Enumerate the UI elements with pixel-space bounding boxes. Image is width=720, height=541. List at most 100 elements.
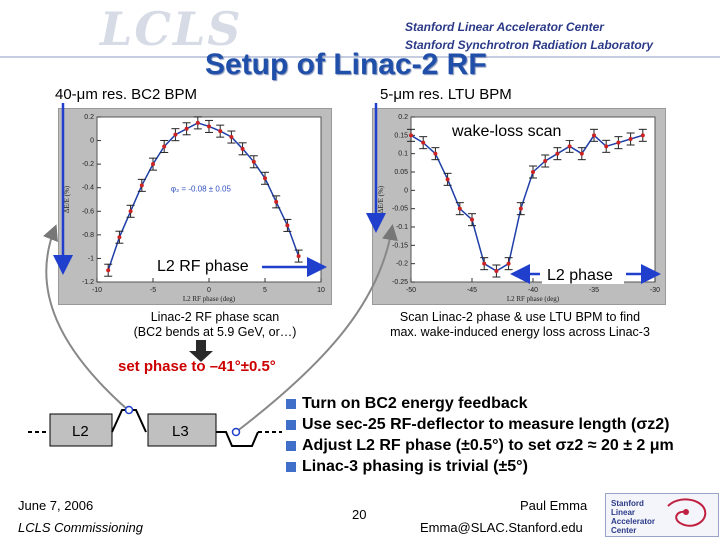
bc2-phase-scan-plot: -10 -5 0 5 10 0.2 0 -0.2 -0.4 -0.6 -0.8 -1 -1.2 L2 RF… bbox=[58, 108, 332, 305]
svg-text:Stanford: Stanford bbox=[611, 499, 644, 508]
page-number: 20 bbox=[352, 507, 367, 522]
l2-box bbox=[49, 413, 113, 447]
data-point bbox=[445, 177, 450, 182]
y-tick-label: -1 bbox=[88, 255, 94, 262]
l3-label: L3 bbox=[172, 423, 189, 440]
l3-box bbox=[147, 413, 217, 447]
data-point bbox=[218, 129, 223, 134]
svg-text:Accelerator: Accelerator bbox=[611, 517, 655, 526]
left-caption-line-2: (BC2 bends at 5.9 GeV, or…) bbox=[133, 325, 297, 339]
dogleg bbox=[216, 431, 259, 447]
fit-result-label: φ₂ = -0.08 ± 0.05 bbox=[171, 184, 232, 193]
data-point bbox=[543, 159, 548, 163]
data-point bbox=[274, 199, 279, 204]
data-point bbox=[433, 151, 438, 156]
slac-logo: Stanford Linear Accelerator Center bbox=[605, 493, 719, 537]
data-point bbox=[409, 133, 413, 138]
set-phase-arrow-shaft bbox=[196, 340, 206, 352]
y-tick-label: -0.1 bbox=[396, 224, 408, 231]
x-tick-label: -40 bbox=[528, 287, 538, 294]
bullet-item: Turn on BC2 energy feedback bbox=[286, 394, 718, 415]
wake-loss-scan-plot: -50 -45 -40 -35 -30 0.2 0.15 0.1 0.05 0 -0.05 -0.1 -… bbox=[372, 108, 666, 305]
left-caption: Linac-2 RF phase scan (BC2 bends at 5.9 … bbox=[95, 310, 335, 340]
data-point bbox=[494, 269, 499, 273]
bc2-chicane bbox=[111, 409, 147, 433]
lcls-logo: LCLS bbox=[100, 2, 243, 56]
bc2-phase-scan-svg: -10 -5 0 5 10 0.2 0 -0.2 -0.4 -0.6 -0.8 -1 -1.2 L2 RF… bbox=[63, 114, 325, 303]
affiliation-ssrl: Stanford Synchrotron Radiation Laborator… bbox=[405, 38, 654, 52]
data-point bbox=[106, 268, 111, 273]
y-tick-label: 0.1 bbox=[398, 151, 408, 158]
plot-area bbox=[96, 116, 322, 283]
x-tick-label: -10 bbox=[92, 287, 102, 294]
bullet-item: Use sec-25 RF-deflector to measure lengt… bbox=[286, 415, 718, 436]
data-point bbox=[567, 144, 572, 149]
data-point bbox=[457, 206, 462, 211]
wake-loss-scan-svg: -50 -45 -40 -35 -30 0.2 0.15 0.1 0.05 0 -0.05 -0.1 -… bbox=[377, 114, 660, 303]
x-tick-label: -5 bbox=[150, 287, 156, 294]
presenter-name: Paul Emma bbox=[520, 498, 588, 513]
data-point bbox=[518, 206, 523, 211]
y-tick-label: -0.4 bbox=[82, 185, 94, 192]
ltu-bpm-label: 5-μm res. LTU BPM bbox=[380, 86, 512, 103]
bc2-bpm-marker bbox=[124, 405, 134, 415]
x-tick-label: 10 bbox=[317, 287, 325, 294]
ltu-bpm-marker bbox=[231, 427, 241, 437]
left-caption-line-1: Linac-2 RF phase scan bbox=[150, 310, 280, 324]
bullet-text: Linac-3 phasing is trivial (±5°) bbox=[302, 458, 528, 475]
fit-curve bbox=[107, 122, 300, 271]
bc2-bpm-label: 40-μm res. BC2 BPM bbox=[55, 86, 198, 103]
bullet-item: Adjust L2 RF phase (±0.5°) to set σz2 ≈ … bbox=[286, 436, 718, 457]
data-point bbox=[128, 209, 133, 214]
bullet-text: Turn on BC2 energy feedback bbox=[302, 395, 528, 412]
data-point bbox=[173, 132, 178, 137]
y-axis-label: ΔE/E (%) bbox=[63, 185, 71, 213]
data-point bbox=[251, 159, 256, 164]
data-point bbox=[162, 144, 167, 149]
svg-text:Center: Center bbox=[611, 526, 636, 535]
data-point bbox=[151, 162, 155, 167]
y-tick-label: -0.15 bbox=[392, 242, 408, 249]
y-tick-label: -1.2 bbox=[82, 279, 94, 286]
slide-title: Setup of Linac-2 RF bbox=[205, 48, 487, 81]
y-tick-label: -0.2 bbox=[396, 261, 408, 268]
data-point bbox=[555, 151, 560, 156]
bullet-square-icon bbox=[286, 441, 296, 451]
right-caption-line-2: max. wake-induced energy loss across Lin… bbox=[390, 325, 650, 339]
y-tick-label: -0.25 bbox=[392, 279, 408, 286]
header-divider bbox=[0, 56, 720, 58]
right-caption: Scan Linac-2 phase & use LTU BPM to find… bbox=[360, 310, 680, 340]
x-axis-label: L2 RF phase (deg) bbox=[507, 295, 560, 303]
y-tick-label: 0 bbox=[404, 187, 408, 194]
data-point bbox=[579, 151, 584, 156]
data-point bbox=[229, 135, 234, 140]
y-tick-label: -0.05 bbox=[392, 206, 408, 213]
data-point bbox=[506, 261, 511, 266]
x-tick-label: 5 bbox=[263, 287, 267, 294]
y-tick-label: 0.2 bbox=[84, 114, 94, 121]
fit-curve bbox=[410, 134, 644, 272]
x-tick-label: -50 bbox=[406, 287, 416, 294]
data-point bbox=[117, 235, 122, 240]
bullet-text: Use sec-25 RF-deflector to measure lengt… bbox=[302, 416, 670, 433]
data-point bbox=[296, 254, 301, 259]
y-tick-label: -0.2 bbox=[82, 161, 94, 168]
bullet-square-icon bbox=[286, 420, 296, 430]
y-axis-label: ΔE/E (%) bbox=[377, 185, 385, 213]
data-point bbox=[139, 183, 144, 188]
y-tick-label: 0 bbox=[90, 138, 94, 145]
bullet-square-icon bbox=[286, 462, 296, 472]
data-point bbox=[285, 223, 290, 228]
data-point bbox=[604, 144, 609, 149]
x-tick-label: -35 bbox=[589, 287, 599, 294]
y-tick-label: 0.15 bbox=[394, 132, 408, 139]
presenter-email: Emma@SLAC.Stanford.edu bbox=[420, 520, 583, 535]
y-tick-label: 0.2 bbox=[398, 114, 408, 121]
data-point bbox=[195, 120, 200, 125]
right-caption-line-1: Scan Linac-2 phase & use LTU BPM to find bbox=[399, 310, 641, 324]
x-tick-label: -30 bbox=[650, 287, 660, 294]
svg-text:Linear: Linear bbox=[611, 508, 635, 517]
footer-project-text: LCLS Commissioning bbox=[18, 520, 143, 535]
data-point bbox=[240, 146, 245, 151]
set-phase-label: set phase to –41°±0.5° bbox=[118, 358, 276, 375]
